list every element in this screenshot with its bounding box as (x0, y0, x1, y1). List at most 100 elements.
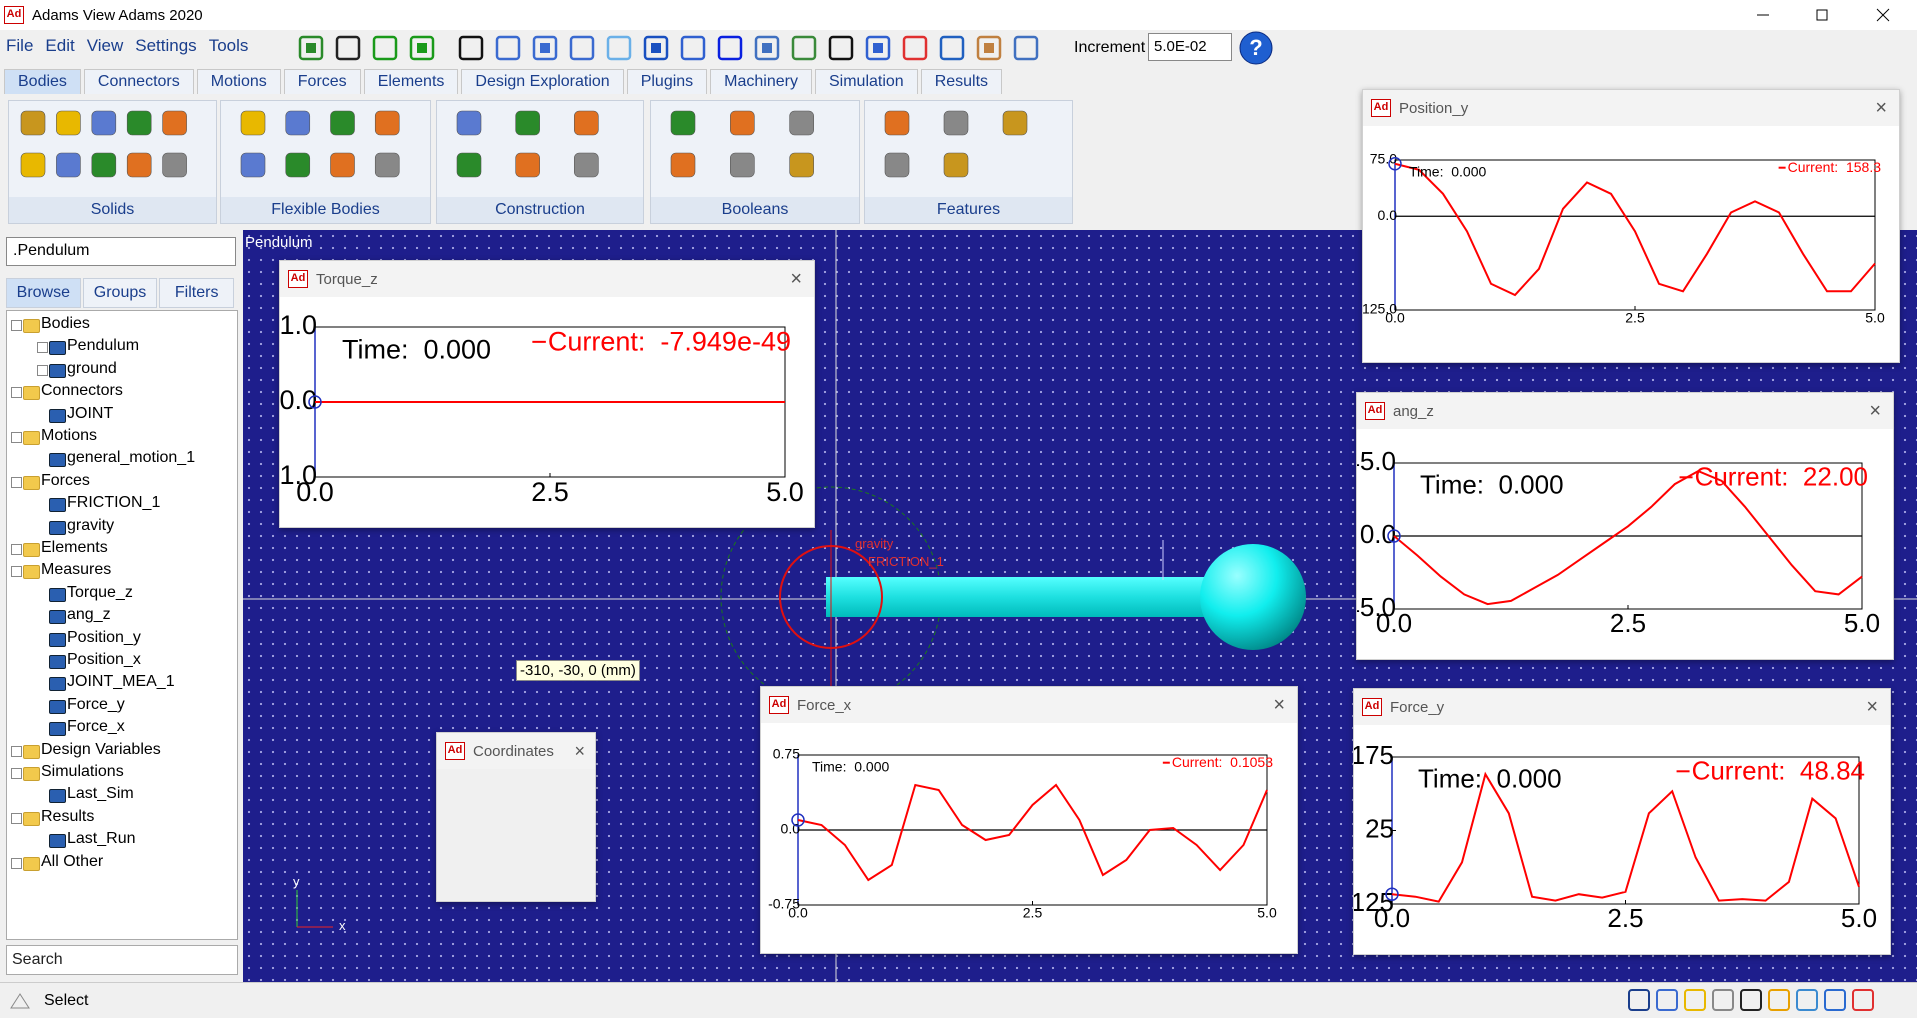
close-button[interactable]: × (1273, 693, 1285, 716)
ribbon-icon (884, 110, 910, 136)
tree-item[interactable]: All Other (41, 852, 104, 870)
tree-expander[interactable] (11, 768, 22, 779)
folder-icon (23, 811, 40, 826)
ribbon-icon (162, 110, 187, 136)
y-tick-label: 25 (1365, 813, 1394, 843)
tree-item[interactable]: gravity (67, 516, 115, 534)
close-button[interactable]: × (1869, 399, 1881, 422)
ribbon-tab[interactable]: Plugins (626, 69, 708, 94)
tree-item[interactable]: Forces (41, 471, 90, 489)
status-text: Select (44, 992, 89, 1009)
tree-item[interactable]: ang_z (67, 606, 111, 624)
help-icon[interactable]: ? (1236, 30, 1280, 66)
tree-item[interactable]: Elements (41, 539, 108, 556)
ribbon-tab[interactable]: Elements (363, 69, 459, 94)
tree-item[interactable]: Design Variables (41, 740, 161, 758)
x-tick-label: 0.0 (296, 477, 334, 507)
tree-item[interactable]: JOINT (67, 404, 114, 422)
search-box[interactable]: Search (6, 945, 238, 975)
y-tick-label: -0.75 (768, 896, 800, 912)
menu-item[interactable]: Tools (208, 36, 249, 55)
tree-item[interactable]: Motions (41, 427, 98, 444)
window-header: Ad Force_y × (1354, 689, 1890, 725)
tool-icon (532, 35, 558, 61)
ribbon-tab[interactable]: Results (920, 69, 1003, 94)
close-button[interactable]: × (1875, 96, 1887, 119)
tool-icon (606, 35, 632, 61)
tree-item[interactable]: Measures (41, 561, 112, 579)
browser-tab[interactable]: Filters (159, 278, 235, 308)
ribbon-tab[interactable]: Design Exploration (461, 69, 624, 94)
status-icon[interactable] (1684, 989, 1706, 1011)
status-icon[interactable] (1712, 989, 1734, 1011)
tree-expander[interactable] (11, 544, 22, 555)
ribbon-tab[interactable]: Machinery (710, 69, 812, 94)
status-icon[interactable] (1628, 989, 1650, 1011)
plot: 175 25 -1250.0 2.5 5.0 Time: 0.000 Current: 48… (1354, 740, 1877, 933)
tree-expander[interactable] (37, 342, 48, 354)
ribbon-group: Solids (8, 100, 217, 224)
status-icon[interactable] (1852, 989, 1874, 1011)
increment-label: Increment (1074, 39, 1146, 56)
folder-icon (23, 565, 40, 580)
folder-icon (23, 386, 40, 401)
tree-item[interactable]: Results (41, 807, 95, 825)
tree-item[interactable]: Simulations (41, 763, 124, 780)
ribbon: Solids Flexible Bodies Construction Boolean… (0, 94, 1080, 226)
tree-item[interactable]: Force_x (67, 718, 125, 736)
close-button[interactable]: × (790, 267, 802, 290)
menu-item[interactable]: Edit (45, 36, 75, 55)
menu-item[interactable]: File (6, 36, 34, 55)
tree-expander[interactable] (11, 476, 22, 488)
curve (1394, 162, 1876, 297)
tree-item[interactable]: JOINT_MEA_1 (67, 673, 175, 691)
ribbon-tab[interactable]: Forces (283, 69, 361, 94)
browser-tab[interactable]: Groups (82, 278, 158, 308)
menu-item[interactable]: View (86, 36, 124, 55)
increment-input[interactable]: 5.0E-02 (1148, 33, 1232, 61)
current-label: Current: 0.1053 (1172, 754, 1273, 770)
ribbon-icons (240, 110, 400, 178)
tree-expander[interactable] (37, 364, 48, 376)
tree-item[interactable]: general_motion_1 (67, 449, 196, 467)
tree-expander[interactable] (11, 320, 22, 331)
tree-expander[interactable] (11, 745, 22, 757)
tree-item[interactable]: Position_x (67, 651, 141, 668)
status-icon[interactable] (1768, 989, 1790, 1011)
tree-expander[interactable] (11, 432, 22, 443)
x-tick-label: 5.0 (1865, 309, 1885, 325)
tool-icon (976, 35, 1002, 61)
tree-item[interactable]: Position_y (67, 628, 141, 646)
window-controls[interactable] (1737, 0, 1917, 30)
tree-expander[interactable] (11, 857, 22, 869)
status-icon[interactable] (1824, 989, 1846, 1011)
ribbon-tab[interactable]: Bodies (4, 69, 81, 94)
tree-item[interactable]: Last_Sim (67, 785, 134, 803)
tree-item[interactable]: Torque_z (67, 583, 133, 601)
tree-item[interactable]: FRICTION_1 (67, 494, 161, 512)
tree-item[interactable]: ground (67, 359, 117, 377)
ribbon-tab[interactable]: Simulation (814, 69, 918, 94)
tree-item[interactable]: Connectors (41, 382, 123, 400)
status-icon[interactable] (1740, 989, 1762, 1011)
ribbon-tab[interactable]: Connectors (83, 69, 194, 94)
tree-item[interactable]: Pendulum (67, 337, 140, 355)
close-button[interactable]: × (1866, 695, 1878, 718)
browser-tab[interactable]: Browse (6, 278, 81, 308)
tree-expander[interactable] (11, 566, 22, 578)
close-button[interactable]: × (574, 740, 585, 761)
tree-item[interactable]: Last_Run (67, 830, 136, 848)
ribbon-group: Booleans (650, 100, 860, 224)
tree-item[interactable]: Bodies (41, 315, 90, 332)
ribbon-tab[interactable]: Motions (196, 69, 281, 94)
tree-expander[interactable] (11, 812, 22, 824)
model-dropdown[interactable]: .Pendulum (6, 237, 236, 266)
tree-item[interactable]: Force_y (67, 695, 125, 713)
menu-item[interactable]: Settings (135, 36, 197, 55)
window-header: Ad Force_x × (761, 687, 1297, 723)
status-icon[interactable] (1796, 989, 1818, 1011)
status-icon[interactable] (1656, 989, 1678, 1011)
ribbon-icon (943, 152, 969, 178)
tree-expander[interactable] (11, 387, 22, 399)
